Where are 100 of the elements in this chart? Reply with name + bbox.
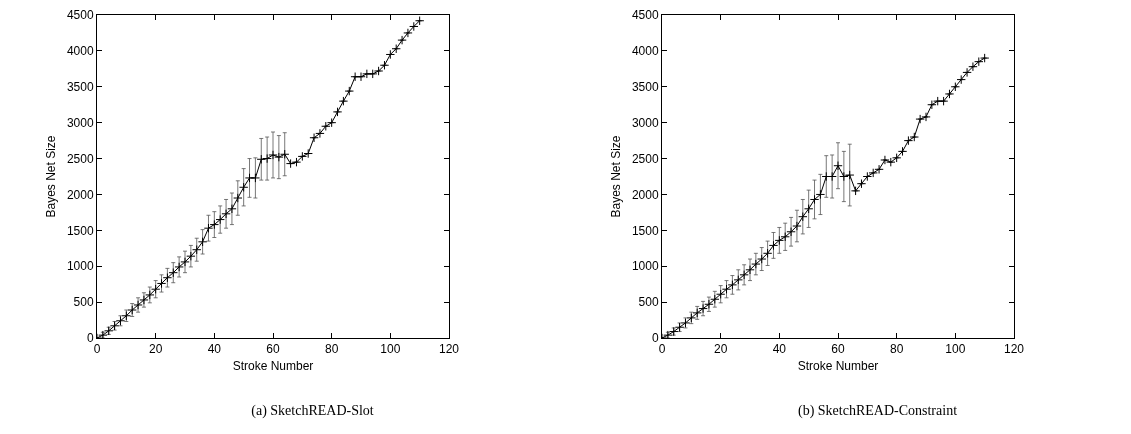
point xyxy=(403,28,413,38)
point xyxy=(150,284,161,294)
point xyxy=(751,259,761,269)
point xyxy=(745,265,755,275)
point xyxy=(303,148,313,159)
y-tick-label: 3500 xyxy=(631,79,659,94)
point xyxy=(373,66,384,76)
y-tick-label: 1000 xyxy=(66,259,94,274)
point xyxy=(221,209,231,219)
point xyxy=(379,60,390,70)
y-tick-label: 2500 xyxy=(631,151,659,166)
point xyxy=(162,273,173,283)
point xyxy=(757,254,767,264)
point xyxy=(839,171,849,182)
point xyxy=(938,96,949,106)
y-tick-label: 0 xyxy=(651,331,659,346)
point xyxy=(768,240,779,251)
y-tick-label: 1000 xyxy=(631,259,659,274)
point xyxy=(815,189,826,200)
x-tick-label: 60 xyxy=(266,342,280,357)
point xyxy=(792,221,802,231)
point xyxy=(350,72,360,82)
x-tick-label: 100 xyxy=(945,342,966,357)
y-tick-label: 4000 xyxy=(631,44,659,59)
x-tick-label: 60 xyxy=(831,342,845,357)
point xyxy=(332,107,343,117)
x-axis-title: Stroke Number xyxy=(232,359,314,374)
point xyxy=(868,168,878,178)
point xyxy=(774,235,785,246)
point xyxy=(338,96,349,106)
y-tick-label: 2000 xyxy=(66,187,94,202)
point xyxy=(391,44,401,54)
x-tick-label: 100 xyxy=(380,342,401,357)
point xyxy=(227,204,237,214)
point xyxy=(297,151,308,162)
x-tick-label: 20 xyxy=(148,342,163,357)
text: (a) SketchREAD-Slot xyxy=(250,403,375,419)
x-tick-label: 20 xyxy=(713,342,728,357)
point xyxy=(215,214,225,225)
point xyxy=(250,173,261,183)
point xyxy=(409,21,419,32)
point xyxy=(862,171,873,182)
y-tick-label: 1500 xyxy=(631,223,659,238)
point xyxy=(186,251,196,261)
point xyxy=(344,86,354,96)
point xyxy=(326,117,337,128)
y-tick-label: 3500 xyxy=(66,79,94,94)
y-tick-label: 3000 xyxy=(66,115,94,130)
point xyxy=(897,146,908,157)
point xyxy=(174,262,184,272)
x-tick-label: 120 xyxy=(1003,342,1025,357)
point xyxy=(385,49,396,60)
point xyxy=(968,61,978,72)
point xyxy=(209,219,220,230)
point xyxy=(803,204,814,214)
point xyxy=(356,72,366,82)
point xyxy=(739,270,749,280)
point xyxy=(309,133,319,143)
x-tick-label: 40 xyxy=(772,342,787,357)
point xyxy=(979,53,990,63)
point xyxy=(168,267,178,278)
point xyxy=(180,257,190,267)
x-tick-label: 120 xyxy=(438,342,460,357)
point xyxy=(944,89,955,99)
point xyxy=(850,186,861,196)
y-tick-label: 3000 xyxy=(631,115,659,130)
y-axis-title: Bayes Net Size xyxy=(609,135,624,218)
point xyxy=(362,69,372,79)
point xyxy=(721,284,732,294)
y-tick-label: 500 xyxy=(638,295,659,310)
y-tick-label: 2500 xyxy=(66,151,94,166)
point xyxy=(874,164,884,175)
point xyxy=(145,290,155,300)
text: (b) SketchREAD-Constraint xyxy=(797,403,958,419)
point xyxy=(197,237,208,247)
point xyxy=(962,67,972,78)
y-tick-label: 0 xyxy=(86,331,94,346)
point xyxy=(891,153,902,163)
point xyxy=(733,275,743,285)
point xyxy=(909,132,919,142)
y-axis-title: Bayes Net Size xyxy=(44,135,59,218)
point xyxy=(315,128,325,139)
x-tick-label: 40 xyxy=(207,342,222,357)
x-tick-label: 80 xyxy=(889,342,904,357)
point xyxy=(291,157,302,167)
point xyxy=(233,193,243,203)
x-tick-label: 80 xyxy=(324,342,339,357)
point xyxy=(727,280,738,290)
point xyxy=(915,114,925,124)
point xyxy=(903,135,914,146)
y-tick-label: 500 xyxy=(73,295,94,310)
y-tick-label: 1500 xyxy=(66,223,94,238)
point xyxy=(956,74,966,85)
point xyxy=(203,223,214,233)
point xyxy=(950,82,961,92)
point xyxy=(927,100,937,110)
point xyxy=(833,161,843,171)
point xyxy=(786,227,796,237)
point xyxy=(156,278,167,289)
point xyxy=(238,182,249,192)
